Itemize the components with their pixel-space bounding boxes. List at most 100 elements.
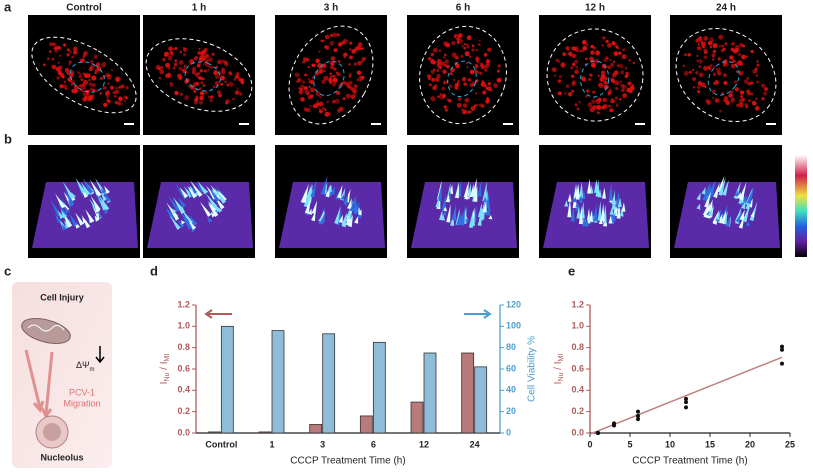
signal <box>754 67 758 71</box>
cell-outline <box>145 38 253 112</box>
surface-peak <box>218 190 227 202</box>
signal <box>631 84 635 87</box>
signal <box>471 44 475 48</box>
signal <box>730 47 734 50</box>
surface-peak <box>578 205 583 225</box>
signal <box>714 98 720 103</box>
signal <box>621 54 627 60</box>
signal <box>238 92 243 96</box>
surface-peak <box>208 201 217 212</box>
signal <box>571 53 577 59</box>
signal <box>302 60 306 64</box>
signal <box>436 73 441 79</box>
y-axis-label-part: / I <box>553 361 564 372</box>
signal <box>570 74 575 79</box>
surface-peak <box>310 180 317 198</box>
surface-peak <box>89 179 101 196</box>
signal <box>215 65 219 69</box>
signal <box>115 89 120 94</box>
surface-peak <box>311 200 318 215</box>
signal <box>180 92 183 96</box>
signal <box>336 108 342 113</box>
surface-peak <box>320 211 326 224</box>
signal <box>457 97 462 102</box>
surface-peak <box>708 207 713 216</box>
signal <box>585 89 590 93</box>
signal <box>730 63 736 69</box>
surface-peak <box>98 196 107 211</box>
signal <box>493 83 499 89</box>
surface-peak <box>575 202 580 208</box>
signal <box>58 65 63 70</box>
surface-peak <box>206 216 213 223</box>
signal <box>342 54 345 57</box>
signal <box>456 37 460 41</box>
signal <box>88 66 94 72</box>
y-tick-label: 0.4 <box>571 385 584 395</box>
signal <box>581 40 587 45</box>
signal <box>616 64 620 67</box>
surface-peak <box>456 210 461 226</box>
signal <box>326 100 330 104</box>
signal <box>442 94 446 99</box>
signal <box>618 63 624 69</box>
surface-peak <box>609 207 614 215</box>
signal <box>605 39 609 44</box>
signal <box>465 61 469 65</box>
surface-peak <box>745 187 753 206</box>
signal <box>71 88 76 93</box>
y-tick-label: 1.2 <box>571 299 584 309</box>
signal <box>350 94 356 100</box>
y-axis-label-part: I <box>553 382 564 385</box>
signal <box>321 39 325 43</box>
signal <box>698 59 703 64</box>
signal <box>80 78 84 82</box>
y-axis-label-part: Nu <box>164 372 171 381</box>
signal <box>202 63 206 66</box>
signal <box>214 80 220 86</box>
signal <box>603 80 608 85</box>
signal <box>698 65 701 68</box>
surface-peak <box>701 186 706 195</box>
signal <box>324 34 330 40</box>
signal <box>437 95 440 98</box>
surface-peak <box>567 198 572 218</box>
surface-peak <box>104 185 110 195</box>
signal <box>684 53 687 57</box>
signal <box>333 67 337 71</box>
signal <box>730 90 734 94</box>
signal <box>698 72 704 78</box>
surface-peak <box>208 187 220 203</box>
signal <box>191 69 197 75</box>
signal <box>210 95 214 99</box>
signal <box>687 53 692 57</box>
y-tick-label: 0.2 <box>177 406 190 416</box>
signal <box>600 74 606 79</box>
surface-peak <box>437 182 442 202</box>
bar <box>271 330 285 434</box>
signal <box>739 90 745 95</box>
surface-peak <box>90 195 101 212</box>
signal <box>442 80 447 85</box>
bar <box>220 325 234 434</box>
signal <box>439 93 442 96</box>
surface-peak <box>87 184 95 194</box>
surface-peak <box>470 216 475 227</box>
signal <box>436 69 440 72</box>
signal <box>479 63 485 68</box>
signal <box>443 53 447 56</box>
signal <box>199 95 204 101</box>
signal <box>328 112 331 115</box>
surface-peak <box>589 210 594 222</box>
signal <box>54 45 59 51</box>
signal <box>609 88 612 92</box>
signal <box>465 43 469 47</box>
signal <box>697 89 701 94</box>
signal <box>444 108 448 112</box>
signal <box>551 67 557 73</box>
bar <box>372 341 386 434</box>
signal <box>64 87 68 91</box>
signal <box>331 99 336 104</box>
signal <box>441 86 446 91</box>
signal <box>763 87 768 92</box>
